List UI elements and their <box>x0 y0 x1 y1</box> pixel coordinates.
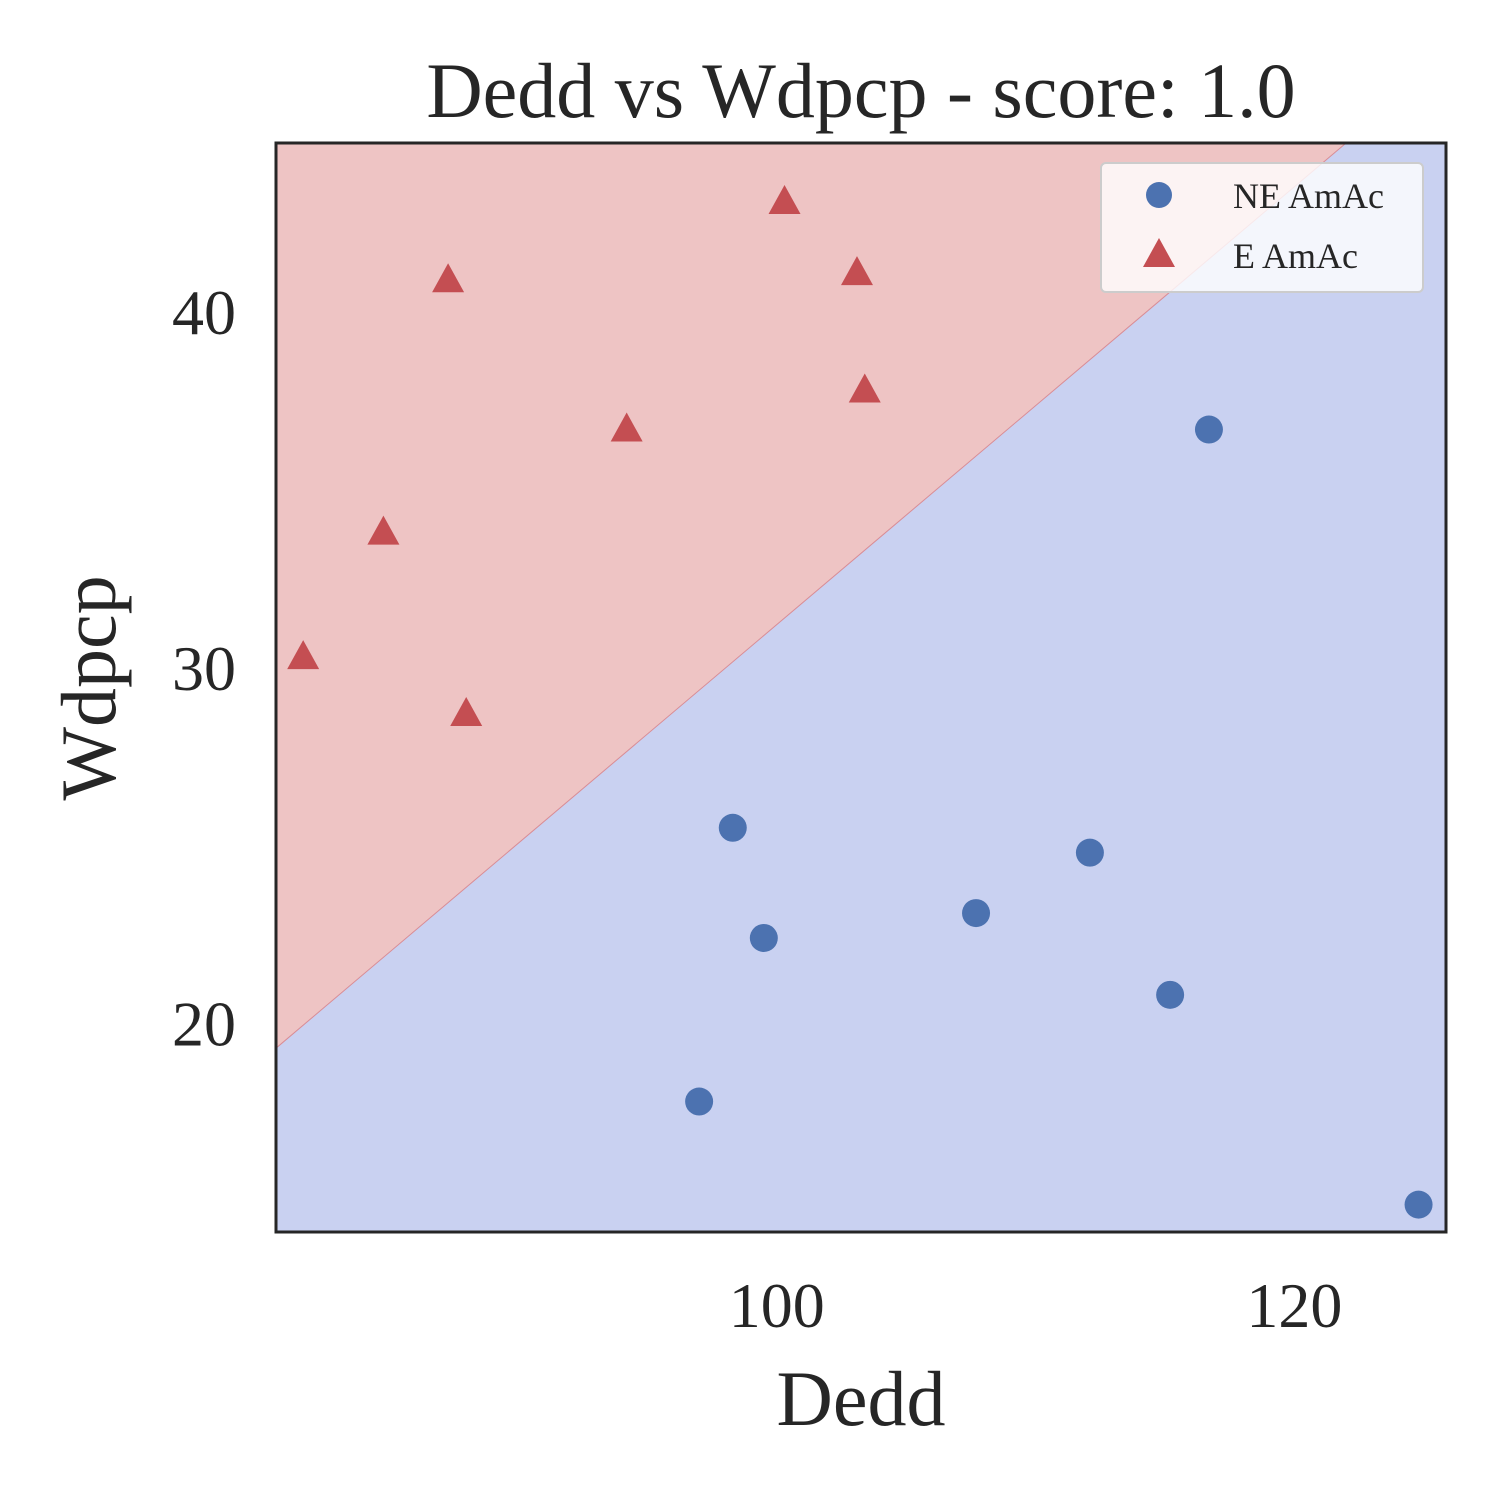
legend-marker-e-amac <box>1143 238 1175 267</box>
point-e-amac <box>450 696 483 726</box>
legend-label-e-amac: E AmAc <box>1233 236 1358 276</box>
decision-boundary <box>275 142 1347 1049</box>
point-e-amac <box>367 515 400 545</box>
legend: NE AmAc E AmAc <box>1100 162 1424 293</box>
x-tick-label: 100 <box>729 1270 825 1341</box>
point-ne-amac <box>685 1087 714 1116</box>
y-tick-label: 30 <box>172 633 236 704</box>
data-points <box>287 185 1433 1219</box>
legend-label-ne-amac: NE AmAc <box>1233 176 1384 216</box>
plot-area <box>274 141 1448 1234</box>
point-e-amac <box>848 373 881 403</box>
legend-box <box>1100 162 1424 293</box>
y-tick-label: 20 <box>172 988 236 1059</box>
y-axis-ticks: 20 30 40 <box>172 277 236 1059</box>
point-ne-amac <box>1156 980 1185 1009</box>
point-ne-amac <box>749 923 778 952</box>
x-tick-label: 120 <box>1246 1270 1342 1341</box>
legend-marker-ne-amac <box>1146 182 1172 208</box>
y-tick-label: 40 <box>172 277 236 348</box>
chart-title: Dedd vs Wdpcp - score: 1.0 <box>426 47 1295 134</box>
point-e-amac <box>840 256 873 286</box>
point-e-amac <box>287 640 320 670</box>
point-ne-amac <box>962 899 991 928</box>
point-e-amac <box>768 185 801 215</box>
y-axis-label: Wdpcp <box>45 575 132 800</box>
x-axis-label: Dedd <box>777 1355 946 1442</box>
point-ne-amac <box>1404 1190 1433 1219</box>
x-axis-ticks: 100 120 <box>729 1270 1343 1341</box>
point-e-amac <box>610 412 643 442</box>
point-e-amac <box>432 263 465 293</box>
plot-frame <box>274 141 1448 1234</box>
point-ne-amac <box>1075 838 1104 867</box>
point-ne-amac <box>1194 415 1223 444</box>
point-ne-amac <box>718 813 747 842</box>
